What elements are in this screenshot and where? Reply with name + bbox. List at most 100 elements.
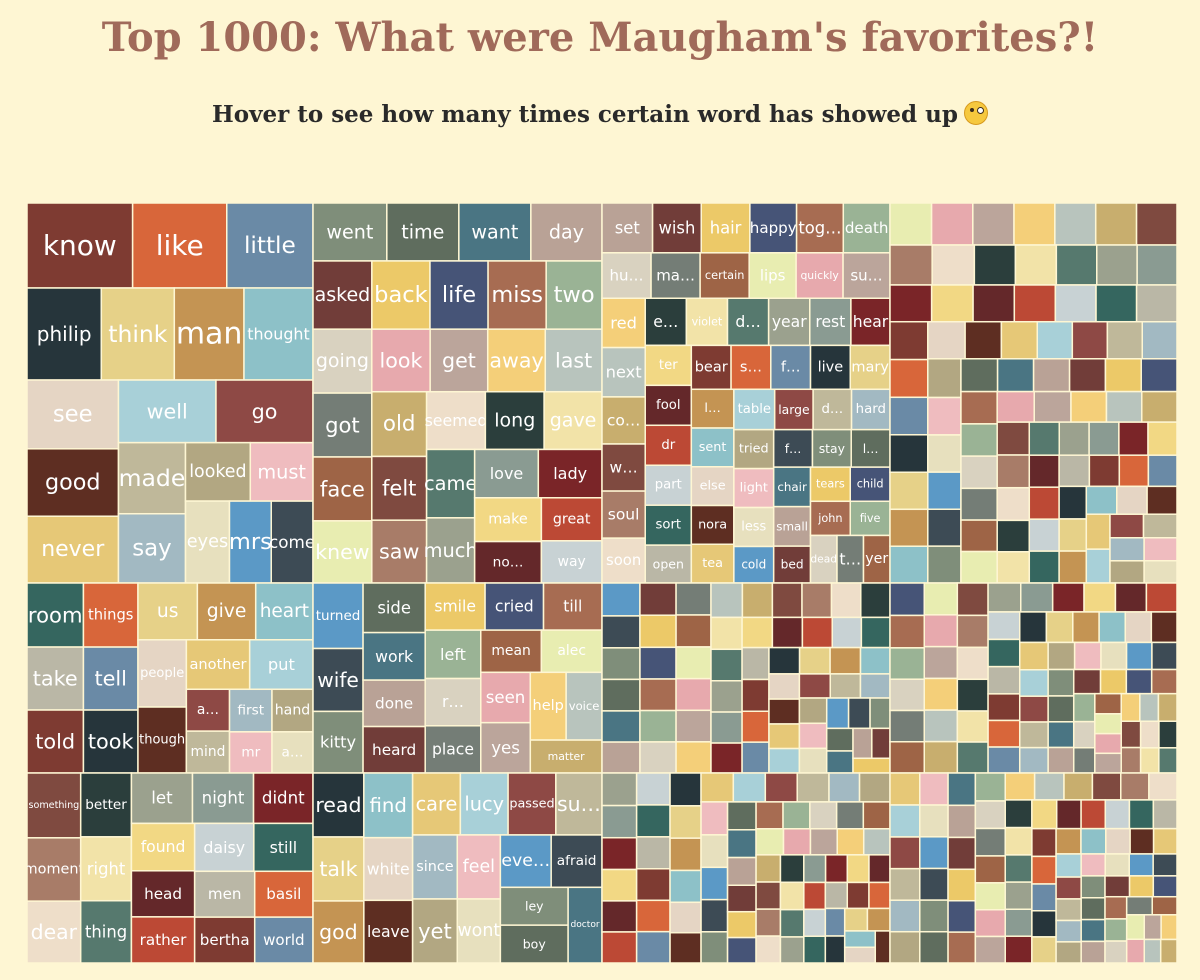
treemap-tile[interactable]: [1068, 358, 1107, 393]
treemap-tile[interactable]: [923, 677, 959, 711]
treemap-tile[interactable]: [1080, 897, 1106, 921]
treemap-tile[interactable]: [825, 697, 850, 730]
treemap-tile[interactable]: [974, 827, 1006, 857]
treemap-tile[interactable]: [1047, 746, 1075, 774]
treemap-tile[interactable]: [1055, 827, 1082, 855]
treemap-tile[interactable]: [675, 741, 712, 774]
treemap-tile[interactable]: [889, 709, 926, 743]
treemap-tile-another[interactable]: [185, 639, 251, 691]
treemap-tile[interactable]: [866, 907, 891, 932]
treemap-tile[interactable]: [601, 772, 638, 807]
treemap-tile[interactable]: [798, 646, 831, 675]
treemap-tile[interactable]: [1104, 799, 1131, 830]
treemap-tile[interactable]: [1051, 582, 1085, 613]
treemap-tile[interactable]: [601, 931, 638, 963]
treemap-tile-see[interactable]: [27, 379, 120, 450]
treemap-tile[interactable]: [919, 772, 949, 806]
treemap-tile[interactable]: [1104, 875, 1131, 898]
treemap-tile[interactable]: [1143, 938, 1162, 963]
treemap-tile[interactable]: [1091, 772, 1122, 801]
treemap-tile-quickly[interactable]: [795, 252, 844, 300]
treemap-tile-gave[interactable]: [543, 390, 603, 451]
treemap-tile-basil[interactable]: [253, 870, 314, 918]
treemap-tile[interactable]: [860, 582, 891, 619]
treemap-tile[interactable]: [1094, 692, 1122, 715]
treemap-tile[interactable]: [956, 614, 989, 649]
treemap-tile-bed[interactable]: [772, 545, 812, 584]
treemap-tile[interactable]: [601, 804, 638, 839]
treemap-tile[interactable]: [974, 882, 1006, 911]
treemap-tile-room[interactable]: [27, 582, 85, 648]
treemap-tile-cried[interactable]: [484, 582, 545, 631]
treemap-tile[interactable]: [927, 358, 962, 399]
treemap-tile-old[interactable]: [371, 390, 428, 458]
treemap-tile-went[interactable]: [312, 203, 388, 262]
treemap-tile[interactable]: [669, 901, 702, 934]
treemap-tile[interactable]: [947, 804, 977, 839]
treemap-tile-left[interactable]: [424, 629, 482, 680]
treemap-tile-cold[interactable]: [733, 545, 775, 584]
treemap-tile[interactable]: [1031, 936, 1057, 963]
treemap-tile[interactable]: [796, 772, 830, 803]
treemap-tile[interactable]: [889, 647, 926, 680]
treemap-tile-sort[interactable]: [644, 504, 693, 546]
treemap-tile[interactable]: [1152, 827, 1177, 855]
treemap-tile[interactable]: [889, 772, 921, 806]
treemap-tile[interactable]: [889, 930, 921, 963]
treemap-tile-people[interactable]: [137, 639, 188, 708]
treemap-tile[interactable]: [947, 836, 977, 871]
treemap-tile[interactable]: [859, 673, 891, 699]
treemap-tile[interactable]: [639, 646, 677, 680]
treemap-tile-got[interactable]: [312, 392, 373, 458]
treemap-tile[interactable]: [1145, 582, 1177, 613]
treemap-tile[interactable]: [1072, 611, 1100, 644]
treemap-tile-open[interactable]: [644, 544, 693, 584]
treemap-tile[interactable]: [919, 804, 949, 838]
treemap-tile[interactable]: [726, 936, 757, 963]
treemap-tile-next[interactable]: [601, 346, 646, 398]
treemap-tile-t[interactable]: [836, 534, 865, 584]
treemap-tile[interactable]: [1128, 853, 1154, 877]
treemap-tile[interactable]: [755, 854, 782, 883]
treemap-tile-time[interactable]: [386, 203, 460, 262]
treemap-tile[interactable]: [771, 582, 803, 619]
treemap-tile-day[interactable]: [530, 203, 603, 262]
treemap-tile[interactable]: [710, 582, 744, 619]
treemap-tile-su[interactable]: [842, 252, 891, 300]
treemap-tile[interactable]: [931, 244, 976, 286]
treemap-tile-found[interactable]: [130, 822, 196, 872]
treemap-tile[interactable]: [862, 801, 891, 830]
treemap-tile[interactable]: [601, 678, 641, 712]
treemap-tile-think[interactable]: [100, 287, 176, 381]
treemap-tile[interactable]: [639, 678, 677, 712]
treemap-tile[interactable]: [1055, 919, 1082, 943]
treemap-tile[interactable]: [824, 881, 849, 910]
treemap-tile[interactable]: [871, 727, 891, 760]
treemap-tile[interactable]: [639, 709, 677, 743]
treemap-tile-want[interactable]: [458, 203, 532, 262]
treemap-tile[interactable]: [824, 854, 849, 884]
treemap-tile[interactable]: [923, 614, 959, 648]
treemap-tile-go[interactable]: [215, 379, 314, 444]
treemap-tile-back[interactable]: [371, 260, 431, 330]
treemap-tile[interactable]: [1018, 695, 1049, 723]
treemap-tile-su[interactable]: [555, 772, 603, 836]
treemap-tile[interactable]: [764, 772, 798, 803]
treemap-tile[interactable]: [809, 801, 838, 830]
treemap-tile[interactable]: [1152, 799, 1177, 830]
treemap-tile[interactable]: [1054, 284, 1097, 323]
treemap-tile-hu[interactable]: [601, 252, 652, 300]
treemap-tile[interactable]: [639, 741, 677, 774]
treemap-tile[interactable]: [1058, 421, 1090, 456]
treemap-tile-w[interactable]: [601, 443, 646, 492]
treemap-tile[interactable]: [987, 665, 1021, 695]
treemap-tile[interactable]: [1143, 537, 1177, 562]
treemap-tile[interactable]: [1085, 548, 1111, 584]
treemap-tile-chair[interactable]: [772, 466, 812, 508]
treemap-tile-red[interactable]: [601, 297, 646, 349]
treemap-tile-alec[interactable]: [540, 629, 603, 674]
treemap-tile[interactable]: [1118, 421, 1149, 456]
treemap-tile[interactable]: [960, 390, 998, 425]
treemap-tile[interactable]: [996, 519, 1031, 553]
treemap-tile[interactable]: [710, 680, 743, 713]
